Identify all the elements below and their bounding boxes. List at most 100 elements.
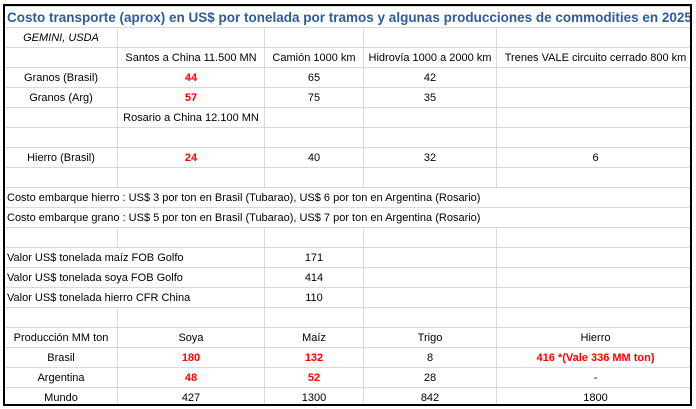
cell-value[interactable]: 44	[117, 67, 265, 88]
cell-value[interactable]: Granos (Brasil)	[5, 67, 118, 88]
cell[interactable]	[363, 287, 497, 308]
cell-value[interactable]: 57	[117, 87, 265, 108]
cell[interactable]	[495, 107, 690, 128]
table-row	[5, 227, 690, 248]
cell-value[interactable]: Camión 1000 km	[264, 47, 364, 68]
cell-value[interactable]: 28	[363, 367, 497, 388]
cell[interactable]	[363, 167, 497, 188]
cell[interactable]	[495, 127, 690, 148]
cell-value[interactable]: 427	[117, 387, 265, 404]
table-row: Hierro (Brasil) 24 40 32 6	[5, 147, 690, 168]
cell-value[interactable]: Costo embarque hierro : US$ 3 por ton en…	[5, 187, 690, 208]
cell[interactable]	[264, 227, 364, 248]
table-row: Rosario a China 12.100 MN	[5, 107, 690, 128]
cell-value[interactable]: 1800	[495, 387, 690, 404]
cell[interactable]	[117, 167, 265, 188]
cell[interactable]	[495, 27, 690, 48]
cell[interactable]	[117, 307, 265, 328]
table-row: Mundo 427 1300 842 1800	[5, 387, 690, 404]
cell-value[interactable]: 24	[117, 147, 265, 168]
cell-value[interactable]: 1300	[264, 387, 364, 404]
table-row: Costo embarque hierro : US$ 3 por ton en…	[5, 187, 690, 208]
cell-value[interactable]: 52	[264, 367, 364, 388]
cell-value[interactable]: 132	[264, 347, 364, 368]
cell-value[interactable]: Hierro (Brasil)	[5, 147, 118, 168]
cell[interactable]	[5, 227, 118, 248]
cell[interactable]	[264, 27, 364, 48]
cell-value[interactable]: Santos a China 11.500 MN	[117, 47, 265, 68]
cell-value[interactable]: 416 *(Vale 336 MM ton)	[495, 347, 690, 368]
cell-value[interactable]: Valor US$ tonelada hierro CFR China	[5, 287, 265, 308]
cell-value[interactable]: 32	[363, 147, 497, 168]
cell[interactable]	[363, 227, 497, 248]
cell[interactable]	[117, 127, 265, 148]
table-row: Valor US$ tonelada hierro CFR China 110	[5, 287, 690, 308]
cell-value[interactable]: Maíz	[264, 327, 364, 348]
cell-value[interactable]: Argentina	[5, 367, 118, 388]
cell-value[interactable]: Costo embarque grano : US$ 5 por ton en …	[5, 207, 690, 228]
sheet-title[interactable]: Costo transporte (aprox) en US$ por tone…	[5, 6, 690, 28]
cell[interactable]	[117, 27, 265, 48]
cell-value[interactable]: 110	[264, 287, 364, 308]
cell-value[interactable]: Valor US$ tonelada maíz FOB Golfo	[5, 247, 265, 268]
table-row: Valor US$ tonelada soya FOB Golfo 414	[5, 267, 690, 288]
source-cell[interactable]: GEMINI, USDA	[5, 27, 118, 48]
cell[interactable]	[495, 87, 690, 108]
cell[interactable]	[495, 247, 690, 268]
cell-value[interactable]: Trigo	[363, 327, 497, 348]
cell[interactable]	[5, 47, 118, 68]
source-row: GEMINI, USDA	[5, 27, 690, 48]
cell-value[interactable]: 171	[264, 247, 364, 268]
cell[interactable]	[363, 247, 497, 268]
table-row	[5, 167, 690, 188]
cell-value[interactable]: 842	[363, 387, 497, 404]
cell[interactable]	[5, 167, 118, 188]
cell[interactable]	[264, 127, 364, 148]
cell[interactable]	[363, 307, 497, 328]
cell-value[interactable]: 75	[264, 87, 364, 108]
table-row: Producción MM ton Soya Maíz Trigo Hierro	[5, 327, 690, 348]
cell[interactable]	[264, 167, 364, 188]
cell[interactable]	[495, 67, 690, 88]
cell-value[interactable]: 42	[363, 67, 497, 88]
cell-value[interactable]: 35	[363, 87, 497, 108]
cell[interactable]	[495, 307, 690, 328]
cell[interactable]	[363, 267, 497, 288]
cell-value[interactable]: Rosario a China 12.100 MN	[117, 107, 265, 128]
spreadsheet: Costo transporte (aprox) en US$ por tone…	[3, 4, 692, 406]
cell-value[interactable]: Trenes VALE circuito cerrado 800 km	[495, 47, 690, 68]
cell-value[interactable]: Producción MM ton	[5, 327, 118, 348]
cell[interactable]	[363, 127, 497, 148]
cell-value[interactable]: Mundo	[5, 387, 118, 404]
cell[interactable]	[495, 167, 690, 188]
cell[interactable]	[117, 227, 265, 248]
cell[interactable]	[264, 107, 364, 128]
table-row: Argentina 48 52 28-	[5, 367, 690, 388]
cell-value[interactable]: -	[495, 367, 690, 388]
cell[interactable]	[495, 267, 690, 288]
cell-value[interactable]: 6	[495, 147, 690, 168]
cell[interactable]	[495, 287, 690, 308]
cell-value[interactable]: Granos (Arg)	[5, 87, 118, 108]
cell-value[interactable]: Brasil	[5, 347, 118, 368]
cell[interactable]	[363, 27, 497, 48]
cell[interactable]	[495, 227, 690, 248]
cell-value[interactable]: Valor US$ tonelada soya FOB Golfo	[5, 267, 265, 288]
cell[interactable]	[5, 307, 118, 328]
cell[interactable]	[363, 107, 497, 128]
cell[interactable]	[5, 127, 118, 148]
cell[interactable]	[5, 107, 118, 128]
cell-value[interactable]: Hidrovía 1000 a 2000 km	[363, 47, 497, 68]
cell-value[interactable]: 8	[363, 347, 497, 368]
cell-value[interactable]: 40	[264, 147, 364, 168]
table-row: Valor US$ tonelada maíz FOB Golfo 171	[5, 247, 690, 268]
cell-value[interactable]: 180	[117, 347, 265, 368]
cell-value[interactable]: 414	[264, 267, 364, 288]
table-row	[5, 307, 690, 328]
cell-value[interactable]: 48	[117, 367, 265, 388]
cell-value[interactable]: Hierro	[495, 327, 690, 348]
cell-value[interactable]: Soya	[117, 327, 265, 348]
cell-value[interactable]: 65	[264, 67, 364, 88]
cell[interactable]	[264, 307, 364, 328]
table-row: Costo embarque grano : US$ 5 por ton en …	[5, 207, 690, 228]
